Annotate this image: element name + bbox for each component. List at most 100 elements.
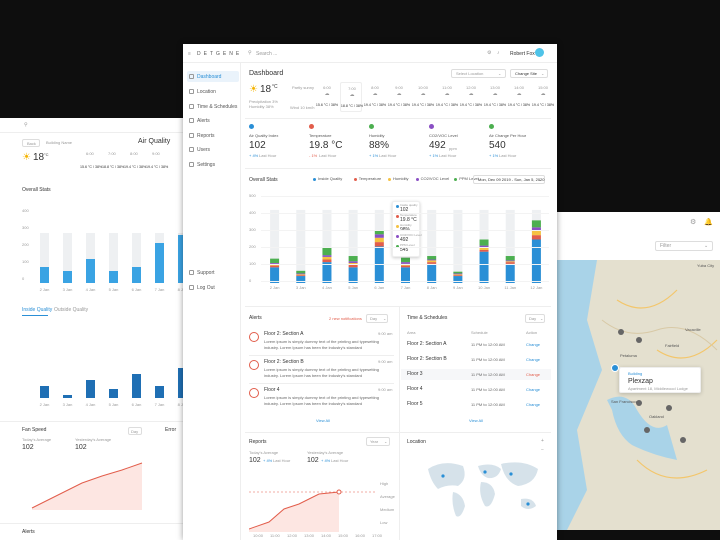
bar [155, 386, 164, 398]
change-button[interactable]: Change [526, 372, 541, 377]
tab-outside-quality[interactable]: Outside Quality [54, 307, 89, 313]
stat-value: 492 [429, 140, 446, 151]
location-title: Location [407, 439, 426, 445]
sidebar-item-logout[interactable]: Log Out [187, 282, 239, 293]
notification-bell-icon[interactable]: ♪ [497, 50, 500, 56]
bar-segment-inside-quality [322, 262, 332, 283]
user-name[interactable]: Robert Fox [510, 51, 535, 57]
alert-title[interactable]: Floor 2: Section B [264, 359, 304, 365]
forecast-slot[interactable]: 11:00 ☁ 19.4 °C / 38% [436, 82, 458, 112]
gear-icon[interactable]: ⚙ [690, 219, 697, 226]
y-tick: 100 [22, 259, 29, 264]
cloud-icon: ☁ [396, 91, 402, 97]
forecast-slot[interactable]: 13:00 ☁ 19.4 °C / 38% [484, 82, 506, 112]
bar-background [63, 233, 72, 283]
forecast-slot[interactable]: 7:00 ☁ 18.8 °C / 38% [340, 82, 363, 112]
legend-swatch [313, 178, 316, 181]
menu-icon[interactable]: ≡ [188, 51, 191, 57]
y-tick: 0 [249, 278, 252, 283]
stat-card: Humidity 88% + 1% Last Hour [369, 122, 425, 166]
map-filter-select[interactable]: Filter ⌄ [655, 241, 713, 251]
bar-background [505, 209, 515, 283]
change-site-dropdown[interactable]: Change Site ⌄ [510, 69, 548, 78]
legend-swatch [388, 178, 391, 181]
forecast-slot[interactable]: 6:00 ☁ 15.6 °C / 38% [316, 82, 338, 112]
bar-segment-co-voc-level [505, 260, 515, 262]
bar [109, 389, 118, 398]
stat-label: Humidity [369, 133, 385, 138]
schedule-time: 11 PM to 12:00 AM [471, 387, 505, 392]
alert-title[interactable]: Floor 2: Section A [264, 331, 304, 337]
change-button[interactable]: Change [526, 402, 541, 407]
schedules-day-filter[interactable]: Day ⌄ [525, 314, 545, 323]
back-button[interactable]: Back [22, 139, 40, 147]
forecast-slot[interactable]: 12:00 ☁ 19.4 °C / 38% [460, 82, 482, 112]
tab-inside-quality[interactable]: Inside Quality [22, 307, 53, 313]
alerts-view-all[interactable]: View All [316, 418, 330, 423]
bar [63, 271, 72, 283]
grid-line [261, 281, 549, 282]
x-tick: 11 Jan [504, 285, 516, 290]
sun-icon: ☀ [249, 84, 258, 95]
map[interactable] [557, 260, 720, 530]
sidebar-item-time-schedules[interactable]: Time & Schedules [187, 101, 239, 112]
bell-icon[interactable]: 🔔 [704, 219, 713, 226]
cloud-icon: ☁ [372, 91, 378, 97]
map-pin-popup[interactable]: Building Plexzap Apartment 18, Middlewoo… [619, 367, 701, 393]
sidebar-item-settings[interactable]: Settings [187, 159, 239, 170]
bar-segment-ppm-level [531, 220, 541, 228]
bar-segment-temperature [296, 275, 306, 277]
change-button[interactable]: Change [526, 357, 541, 362]
forecast-slot[interactable]: 10:00 ☁ 19.4 °C / 38% [412, 82, 434, 112]
x-tick: 5 Jan [109, 287, 119, 292]
forecast-slot[interactable]: 9:00 ☁ 19.4 °C / 38% [388, 82, 410, 112]
change-button[interactable]: Change [526, 342, 541, 347]
sidebar-item-location[interactable]: Location [187, 86, 239, 97]
gear-icon[interactable]: ⚙ [487, 50, 492, 56]
forecast-time: 6:00 [323, 85, 331, 90]
x-tick: 4 Jan [322, 285, 332, 290]
forecast-slot[interactable]: 8:00 ☁ 19.4 °C / 38% [364, 82, 386, 112]
date-range-picker[interactable]: Mon, Dec 09 2019 - Sun, Jan 5, 2020 ⌄ [473, 175, 545, 184]
stat-card: Air Quality Index 102 + 4% Last Hour [249, 122, 305, 166]
new-notifications[interactable]: 2 new notifications [329, 316, 362, 321]
search-icon[interactable]: ⚲ [24, 122, 28, 128]
stat-delta: + 1% [429, 153, 439, 158]
search-icon[interactable]: ⚲ [248, 50, 252, 56]
bar-segment-humidity [348, 262, 358, 265]
bar-segment-inside-quality [401, 267, 410, 283]
legend-label: CO2/VOC Level [420, 176, 450, 181]
bar-background [109, 233, 118, 283]
reports-year-filter[interactable]: Year ⌄ [366, 437, 390, 446]
schedules-view-all[interactable]: View All [469, 418, 483, 423]
forecast-value: 19.4 °C / 38% [435, 103, 459, 107]
sidebar-item-alerts[interactable]: Alerts [187, 115, 239, 126]
schedule-time: 11 PM to 12:00 AM [471, 372, 505, 377]
alert-title[interactable]: Floor 4 [264, 387, 280, 393]
forecast-slot[interactable]: 15:00 ☁ 19.4 °C / 38% [532, 82, 554, 112]
search-input[interactable]: Search ... [256, 51, 278, 57]
sidebar-item-users[interactable]: Users [187, 144, 239, 155]
bar-segment-temperature [348, 264, 358, 268]
map-pin-active[interactable] [611, 364, 619, 372]
table-row-highlight [401, 369, 551, 380]
bar-background [40, 233, 49, 283]
select-location-dropdown[interactable]: Select Location ⌄ [451, 69, 506, 78]
sidebar-item-support[interactable]: Support [187, 267, 239, 278]
sidebar-item-dashboard[interactable]: Dashboard [187, 71, 239, 82]
zoom-out-icon[interactable]: − [541, 447, 544, 453]
change-button[interactable]: Change [526, 387, 541, 392]
world-map[interactable] [423, 454, 543, 524]
avatar[interactable] [535, 48, 544, 57]
forecast-slot[interactable]: 14:00 ☁ 19.4 °C / 38% [508, 82, 530, 112]
bar-segment-co-voc-level [427, 259, 437, 261]
alerts-day-filter[interactable]: Day ⌄ [366, 314, 388, 323]
sidebar-item-reports[interactable]: Reports [187, 130, 239, 141]
schedule-time: 11 PM to 12:00 AM [471, 342, 505, 347]
chevron-down-icon: ⌄ [541, 71, 545, 76]
brand-logo: DETGENE [197, 51, 243, 57]
zoom-in-icon[interactable]: + [541, 438, 544, 444]
tooltip-value: 545 [400, 247, 409, 253]
left-day-filter[interactable]: Day [128, 427, 142, 435]
bar-segment-humidity [453, 274, 463, 276]
